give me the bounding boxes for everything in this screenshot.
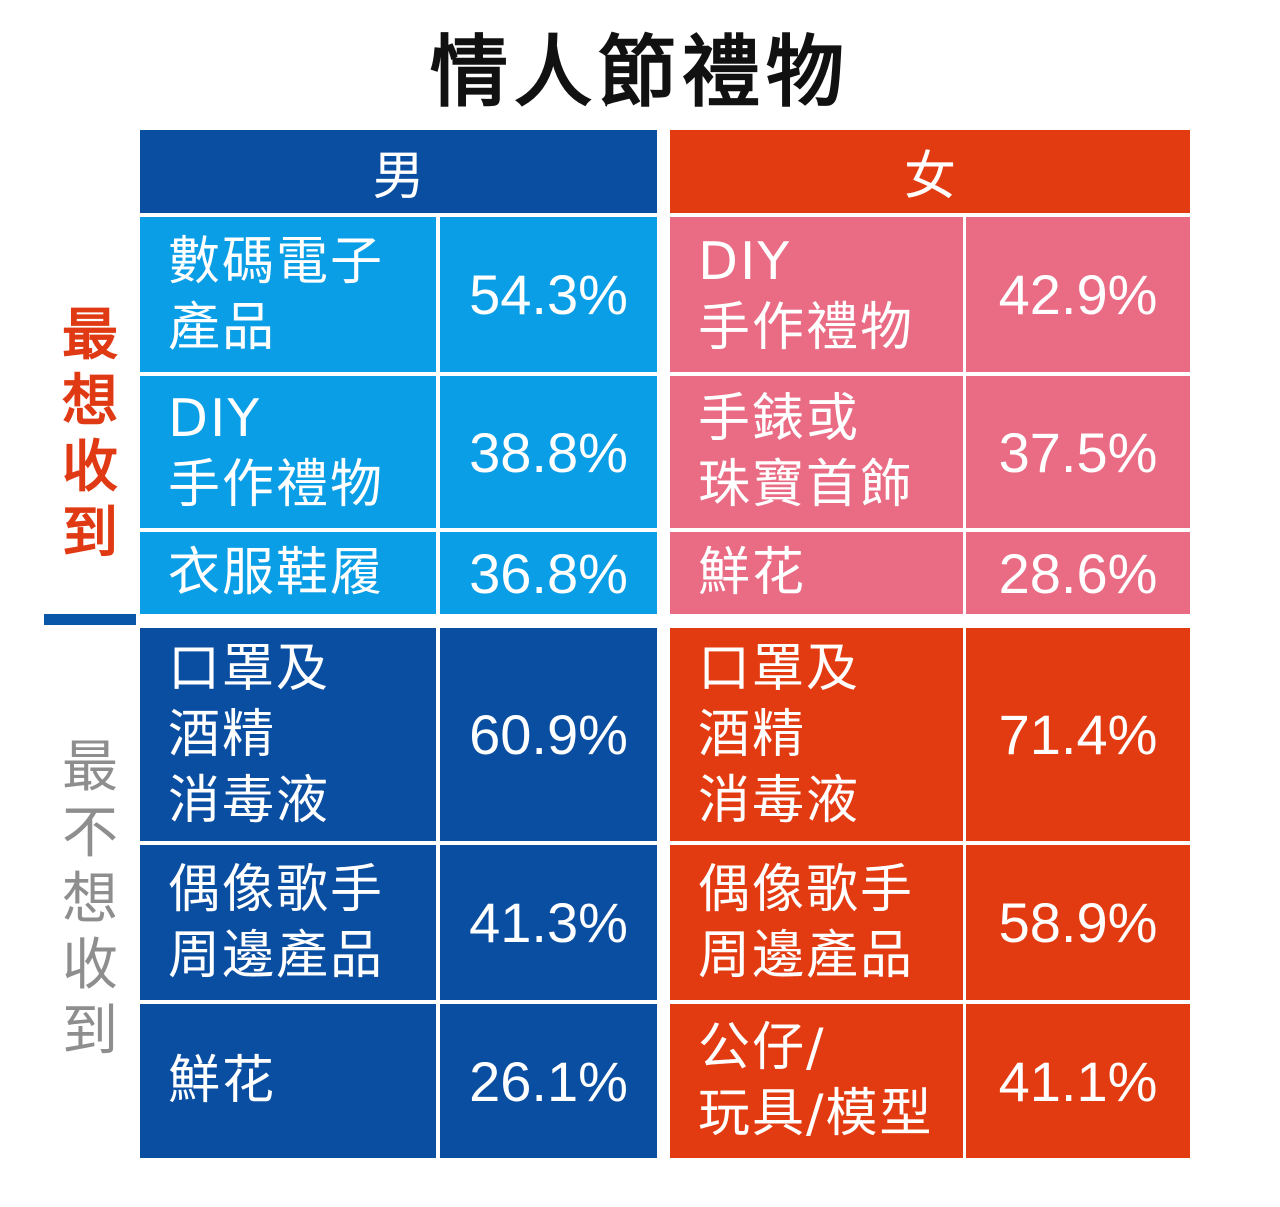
female-item-label: 公仔/ 玩具/模型 (670, 1004, 963, 1158)
male-item-label: 衣服鞋履 (140, 532, 436, 614)
column-header-female: 女 (670, 130, 1190, 213)
female-percentage: 58.9% (966, 845, 1190, 1000)
male-item-label: 數碼電子 產品 (140, 217, 436, 372)
male-item-label: 偶像歌手 周邊產品 (140, 845, 436, 1000)
chart-title: 情人節禮物 (429, 28, 850, 118)
column-header-male: 男 (140, 130, 657, 213)
female-percentage: 37.5% (966, 376, 1190, 528)
female-item-label: 手錶或 珠寶首飾 (670, 376, 963, 528)
male-item-label: DIY 手作禮物 (140, 376, 436, 528)
female-percentage: 28.6% (966, 532, 1190, 614)
male-percentage: 54.3% (440, 217, 657, 372)
male-percentage: 36.8% (440, 532, 657, 614)
female-item-label: DIY 手作禮物 (670, 217, 963, 372)
male-item-label: 鮮花 (140, 1004, 436, 1158)
female-item-label: 鮮花 (670, 532, 963, 614)
group-label-dont-want: 最不想收到 (62, 735, 118, 1064)
group-divider (44, 614, 136, 625)
female-item-label: 偶像歌手 周邊產品 (670, 845, 963, 1000)
female-percentage: 41.1% (966, 1004, 1190, 1158)
male-percentage: 26.1% (440, 1004, 657, 1158)
male-percentage: 41.3% (440, 845, 657, 1000)
female-item-label: 口罩及 酒精 消毒液 (670, 628, 963, 841)
female-percentage: 71.4% (966, 628, 1190, 841)
male-item-label: 口罩及 酒精 消毒液 (140, 628, 436, 841)
male-percentage: 38.8% (440, 376, 657, 528)
female-percentage: 42.9% (966, 217, 1190, 372)
male-percentage: 60.9% (440, 628, 657, 841)
group-label-want: 最想收到 (62, 303, 118, 566)
